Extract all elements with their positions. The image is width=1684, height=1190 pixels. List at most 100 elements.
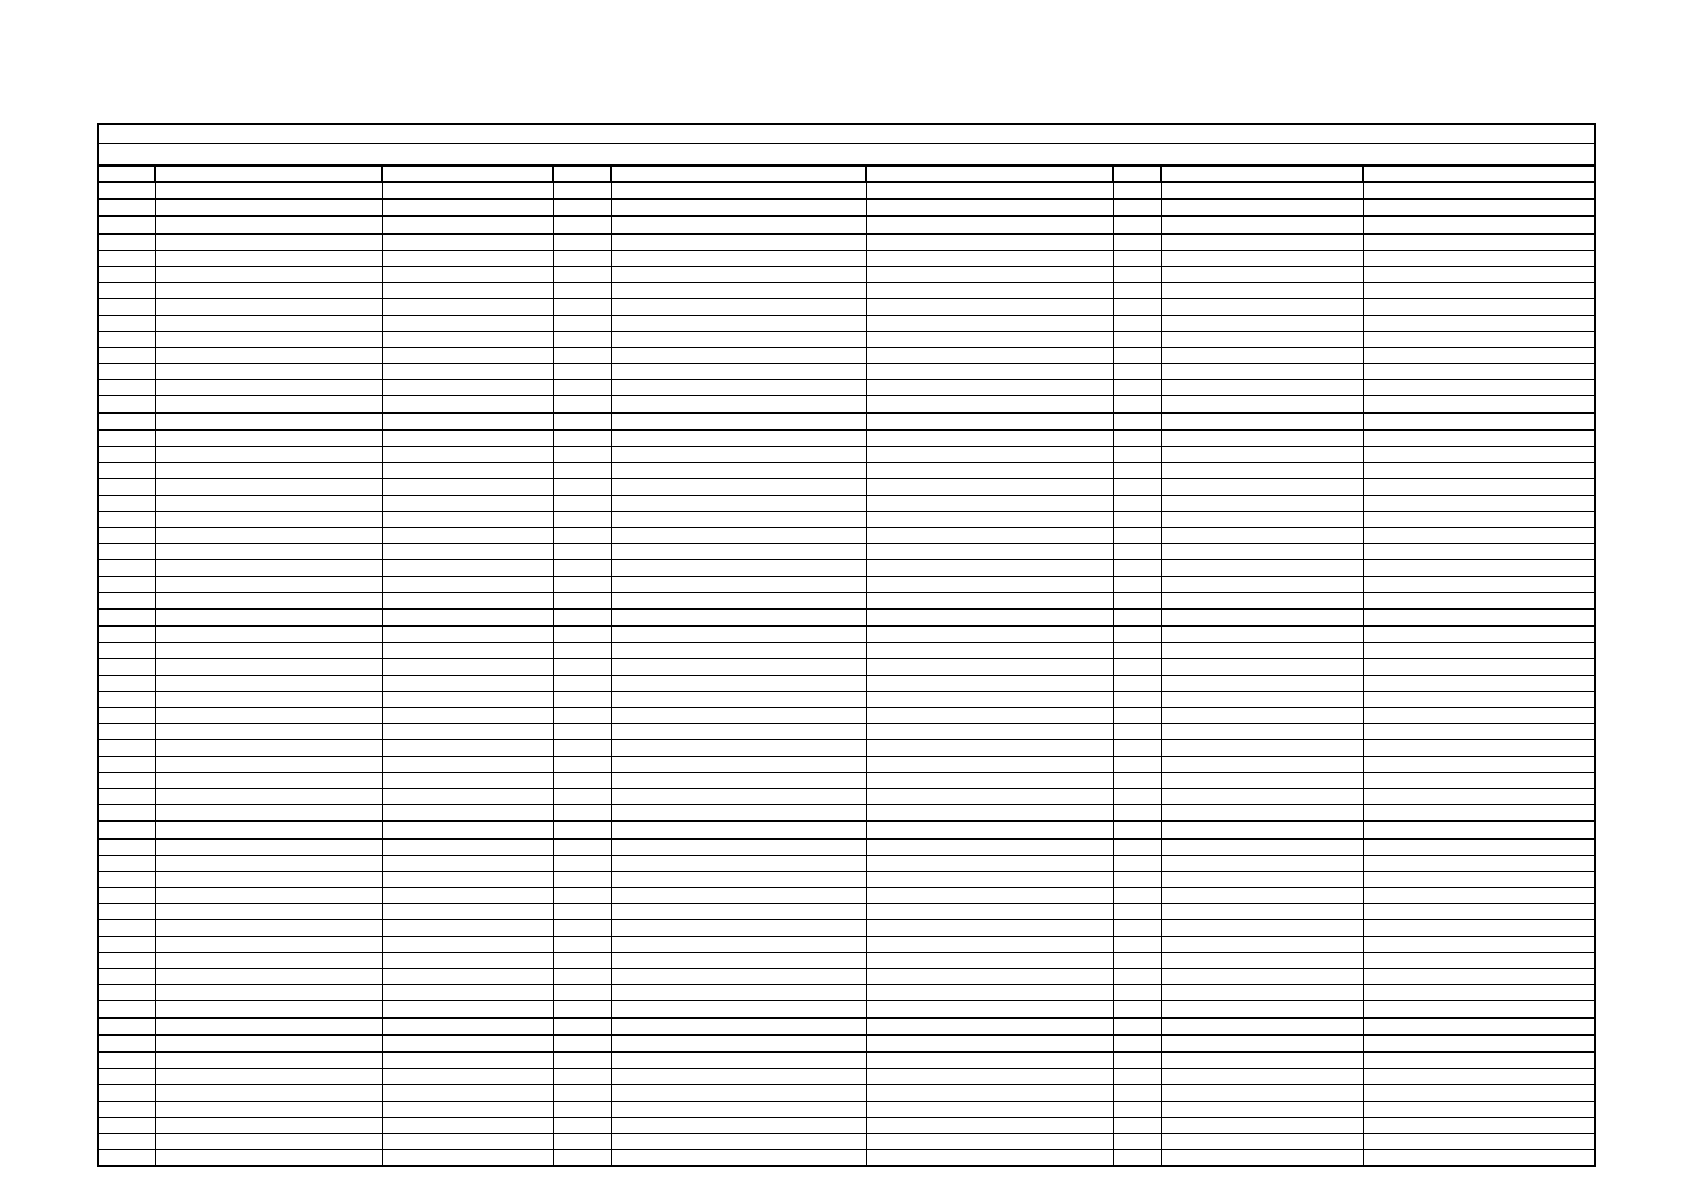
table-cell[interactable] [154, 282, 383, 300]
table-cell[interactable] [1362, 674, 1594, 692]
table-cell[interactable] [99, 838, 156, 856]
table-cell[interactable] [1112, 298, 1162, 316]
table-cell[interactable] [381, 363, 554, 381]
table-cell[interactable] [381, 739, 554, 757]
table-cell[interactable] [1112, 820, 1162, 840]
table-cell[interactable] [865, 445, 1114, 464]
table-cell[interactable] [381, 967, 554, 986]
table-cell[interactable] [381, 658, 554, 676]
table-cell[interactable] [1112, 870, 1162, 889]
table-cell[interactable] [1112, 674, 1162, 692]
table-cell[interactable] [1112, 658, 1162, 676]
table-cell[interactable] [865, 642, 1114, 660]
table-cell[interactable] [381, 215, 554, 235]
table-cell[interactable] [1160, 1068, 1364, 1086]
table-cell[interactable] [1112, 723, 1162, 741]
table-cell[interactable] [99, 1000, 156, 1019]
table-cell[interactable] [1112, 984, 1162, 1002]
table-cell[interactable] [865, 346, 1114, 365]
table-cell[interactable] [1112, 379, 1162, 397]
table-cell[interactable] [1362, 379, 1594, 397]
table-cell[interactable] [99, 526, 156, 545]
table-cell[interactable] [552, 265, 612, 284]
table-cell[interactable] [381, 1149, 554, 1166]
table-cell[interactable] [154, 1100, 383, 1118]
table-cell[interactable] [610, 658, 867, 676]
table-cell[interactable] [154, 1051, 383, 1070]
table-cell[interactable] [552, 755, 612, 773]
table-cell[interactable] [865, 608, 1114, 628]
table-cell[interactable] [381, 462, 554, 480]
table-cell[interactable] [1112, 919, 1162, 937]
table-cell[interactable] [381, 625, 554, 644]
table-cell[interactable] [99, 658, 156, 676]
table-cell[interactable] [552, 314, 612, 332]
table-cell[interactable] [99, 854, 156, 872]
table-cell[interactable] [610, 903, 867, 921]
table-cell[interactable] [154, 706, 383, 725]
table-cell[interactable] [381, 282, 554, 300]
table-cell[interactable] [552, 887, 612, 905]
table-cell[interactable] [1362, 559, 1594, 577]
table-cell[interactable] [865, 820, 1114, 840]
table-cell[interactable] [154, 363, 383, 381]
table-cell[interactable] [99, 510, 156, 528]
table-cell[interactable] [1112, 935, 1162, 953]
table-cell[interactable] [99, 181, 156, 201]
table-cell[interactable] [381, 951, 554, 970]
table-cell[interactable] [610, 412, 867, 431]
table-cell[interactable] [381, 1116, 554, 1134]
table-cell[interactable] [865, 1149, 1114, 1166]
table-cell[interactable] [865, 429, 1114, 447]
table-cell[interactable] [154, 494, 383, 512]
table-cell[interactable] [610, 1132, 867, 1151]
table-cell[interactable] [381, 494, 554, 512]
table-cell[interactable] [865, 887, 1114, 905]
table-cell[interactable] [552, 478, 612, 496]
table-cell[interactable] [1112, 903, 1162, 921]
table-cell[interactable] [99, 787, 156, 806]
table-cell[interactable] [552, 1084, 612, 1102]
table-cell[interactable] [552, 674, 612, 692]
table-cell[interactable] [1160, 510, 1364, 528]
table-cell[interactable] [99, 984, 156, 1002]
table-cell[interactable] [1112, 1068, 1162, 1086]
table-cell[interactable] [552, 429, 612, 447]
table-cell[interactable] [1160, 445, 1364, 464]
table-cell[interactable] [1112, 215, 1162, 235]
table-cell[interactable] [865, 462, 1114, 480]
table-cell[interactable] [381, 591, 554, 610]
table-cell[interactable] [154, 739, 383, 757]
table-cell[interactable] [1112, 412, 1162, 431]
table-cell[interactable] [610, 494, 867, 512]
table-cell[interactable] [99, 967, 156, 986]
table-cell[interactable] [1160, 478, 1364, 496]
table-cell[interactable] [552, 510, 612, 528]
table-cell[interactable] [865, 1132, 1114, 1151]
table-cell[interactable] [154, 854, 383, 872]
table-cell[interactable] [1362, 723, 1594, 741]
table-cell[interactable] [865, 771, 1114, 789]
table-cell[interactable] [1112, 249, 1162, 267]
table-cell[interactable] [154, 1068, 383, 1086]
table-cell[interactable] [1160, 820, 1364, 840]
table-cell[interactable] [99, 249, 156, 267]
table-cell[interactable] [99, 739, 156, 757]
table-cell[interactable] [610, 755, 867, 773]
table-cell[interactable] [552, 935, 612, 953]
table-cell[interactable] [552, 215, 612, 235]
table-cell[interactable] [1362, 478, 1594, 496]
table-cell[interactable] [381, 804, 554, 823]
table-cell[interactable] [99, 1100, 156, 1118]
table-cell[interactable] [99, 1017, 156, 1036]
table-cell[interactable] [552, 559, 612, 577]
table-cell[interactable] [1160, 984, 1364, 1002]
table-cell[interactable] [865, 249, 1114, 267]
table-cell[interactable] [1160, 951, 1364, 970]
table-cell[interactable] [1362, 395, 1594, 414]
table-cell[interactable] [1160, 935, 1364, 953]
table-cell[interactable] [865, 215, 1114, 235]
table-cell[interactable] [381, 1034, 554, 1053]
table-cell[interactable] [1362, 870, 1594, 889]
table-cell[interactable] [381, 559, 554, 577]
